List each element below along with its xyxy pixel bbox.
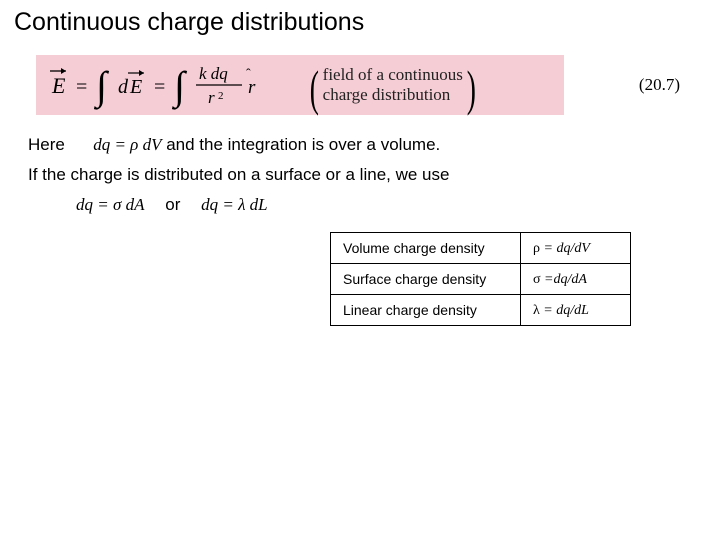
density-table: Volume charge densityρ = dq/dVSurface ch… xyxy=(330,232,631,326)
paren-left: ( xyxy=(310,63,319,113)
paren-right: ) xyxy=(467,63,476,113)
dq-volume-expr: dq = ρ dV xyxy=(93,135,161,154)
equation-highlight: E = ∫ d E = ∫ k dq r 2 xyxy=(36,55,564,115)
dq-line-expr: dq = λ dL xyxy=(201,195,268,214)
eq-desc-line1: field of a continuous xyxy=(323,65,463,84)
here-label: Here xyxy=(28,135,65,154)
density-tail: = dq/dL xyxy=(540,303,589,318)
svg-text:d: d xyxy=(118,76,129,98)
density-symbol: σ xyxy=(533,272,541,287)
svg-text:ˆ: ˆ xyxy=(246,67,251,82)
svg-text:∫: ∫ xyxy=(93,63,110,110)
dq-alternatives: dq = σ dA or dq = λ dL xyxy=(28,195,692,215)
surface-line: If the charge is distributed on a surfac… xyxy=(28,165,692,185)
density-expression: σ =dq/dA xyxy=(521,264,631,295)
svg-text:k dq: k dq xyxy=(199,64,228,83)
svg-text:r: r xyxy=(208,88,215,107)
table-row: Volume charge densityρ = dq/dV xyxy=(331,233,631,264)
dq-surface-expr: dq = σ dA xyxy=(76,195,145,215)
svg-text:E: E xyxy=(51,73,66,98)
svg-text:=: = xyxy=(76,76,87,98)
svg-text:2: 2 xyxy=(218,90,224,102)
density-label: Linear charge density xyxy=(331,295,521,326)
svg-text:=: = xyxy=(154,76,165,98)
here-line: Here dq = ρ dV and the integration is ov… xyxy=(28,135,692,155)
density-expression: λ = dq/dL xyxy=(521,295,631,326)
svg-text:E: E xyxy=(129,76,142,98)
table-row: Surface charge densityσ =dq/dA xyxy=(331,264,631,295)
density-symbol: ρ xyxy=(533,241,540,256)
or-label: or xyxy=(165,195,180,214)
density-label: Volume charge density xyxy=(331,233,521,264)
equation-description: field of a continuous charge distributio… xyxy=(323,65,463,104)
equation-svg: E = ∫ d E = ∫ k dq r 2 xyxy=(46,57,306,113)
density-table-body: Volume charge densityρ = dq/dVSurface ch… xyxy=(331,233,631,326)
here-tail: and the integration is over a volume. xyxy=(166,135,440,154)
density-label: Surface charge density xyxy=(331,264,521,295)
equation-number: (20.7) xyxy=(639,75,680,95)
eq-desc-line2: charge distribution xyxy=(323,85,451,104)
main-equation-row: E = ∫ d E = ∫ k dq r 2 xyxy=(14,55,706,115)
density-tail: = dq/dV xyxy=(540,241,590,256)
table-row: Linear charge densityλ = dq/dL xyxy=(331,295,631,326)
slide-root: Continuous charge distributions E = ∫ d … xyxy=(0,0,720,540)
density-expression: ρ = dq/dV xyxy=(521,233,631,264)
density-symbol: λ xyxy=(533,303,540,318)
svg-text:∫: ∫ xyxy=(171,63,188,110)
density-tail: =dq/dA xyxy=(541,272,587,287)
page-title: Continuous charge distributions xyxy=(14,8,706,37)
